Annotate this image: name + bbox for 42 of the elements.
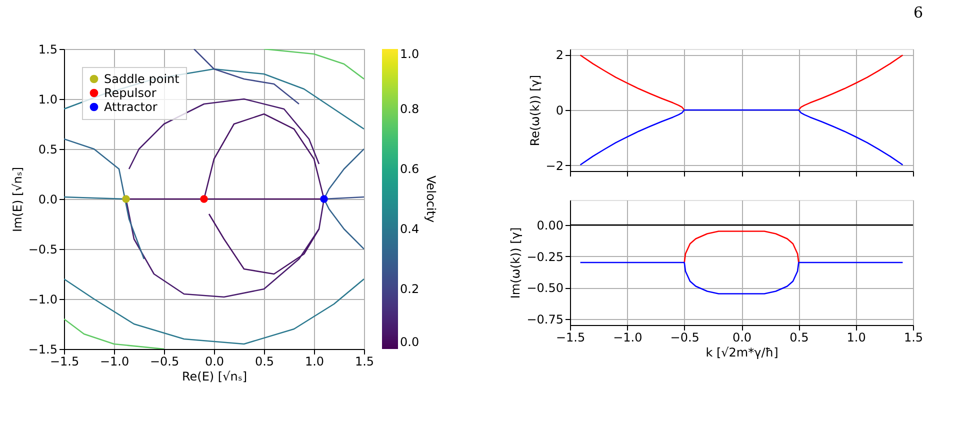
y-axis-title: Re(ω(k)) [γ] [528, 74, 542, 146]
y-tick-label: 1.0 [38, 92, 58, 106]
y-tick-label: −1.0 [28, 292, 58, 306]
y-tick-label: −0.75 [526, 312, 564, 326]
x-tick-label: 1.5 [354, 354, 374, 368]
y-tick-label: −0.50 [526, 281, 564, 295]
x-tick-label: 0.0 [732, 330, 752, 344]
y-tick-label: −2 [546, 158, 564, 173]
x-tick-label: −0.5 [150, 354, 180, 368]
x-tick-label: 0.0 [204, 354, 224, 368]
x-axis-title: k [√2m*γ/ħ] [706, 346, 778, 360]
text: 6 [913, 4, 924, 22]
color-bar-label: 0.6 [400, 162, 420, 176]
x-tick-label: 0.5 [790, 330, 809, 344]
y-tick-label: 1.5 [38, 42, 58, 56]
legend-label: Attractor [104, 100, 158, 114]
x-tick-label: −1.0 [613, 330, 642, 344]
y-tick-label: −1.5 [28, 342, 58, 356]
y-tick-label: 0 [556, 104, 564, 118]
y-tick-label: −0.5 [28, 242, 58, 256]
color-bar-title: Velocity [424, 175, 438, 223]
color-bar-label: 0.8 [400, 102, 420, 116]
x-tick-label: 1.5 [904, 330, 924, 344]
x-tick-label: 0.5 [254, 354, 274, 368]
color-bar-label: 0.2 [400, 282, 420, 296]
x-tick-label: −1.0 [100, 354, 130, 368]
x-tick-label: −0.5 [670, 330, 700, 344]
y-tick-label: 0.0 [38, 192, 58, 206]
legend-label: Repulsor [104, 86, 156, 100]
x-tick-label: 1.0 [304, 354, 324, 368]
y-tick-label: −0.25 [526, 250, 564, 264]
color-bar-label: 0.4 [400, 222, 420, 236]
y-tick-label: 0.5 [38, 142, 58, 156]
y-tick-label: 2 [556, 48, 564, 62]
y-axis-title: Im(ω(k)) [γ] [508, 227, 523, 299]
y-axis-title: Im(E) [√nₛ] [10, 166, 24, 232]
y-tick-label: 0.00 [536, 218, 564, 232]
legend-label: Saddle point [104, 72, 180, 86]
x-axis-title: Re(E) [√nₛ] [182, 370, 248, 384]
x-tick-label: −1.5 [50, 354, 80, 368]
color-bar-label: 1.0 [400, 47, 420, 61]
x-tick-label: 1.0 [846, 330, 866, 344]
